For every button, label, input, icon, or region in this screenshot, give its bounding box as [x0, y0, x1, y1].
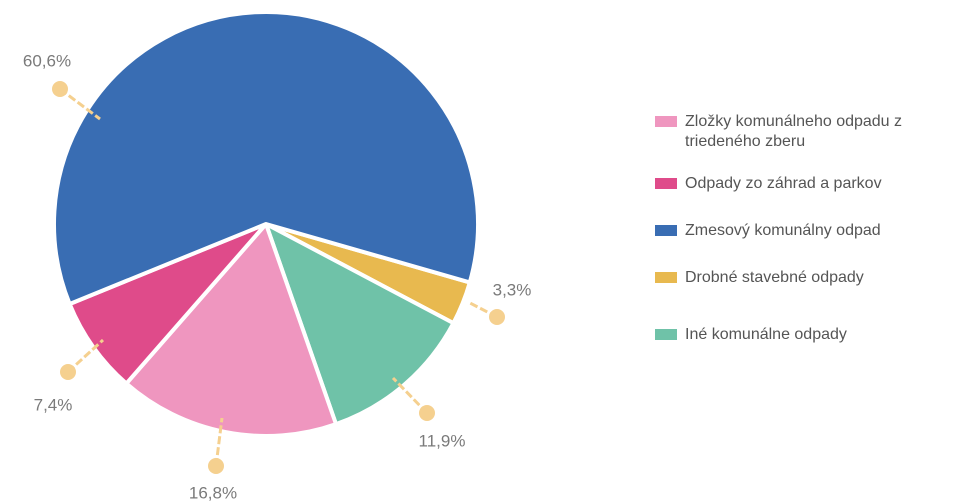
data-label: 7,4%: [34, 395, 73, 414]
legend-label: Odpady zo záhrad a parkov: [685, 175, 882, 192]
pie-slice: [264, 222, 456, 427]
leader-line: [59, 87, 101, 121]
label-dot: [60, 364, 76, 380]
label-dot: [419, 405, 435, 421]
label-dot: [489, 309, 505, 325]
label-dot: [208, 458, 224, 474]
pie-slice: [124, 222, 338, 438]
data-label: 16,8%: [189, 483, 237, 502]
pie-slice: [52, 10, 480, 306]
legend-swatch: [655, 225, 677, 236]
legend-swatch: [655, 272, 677, 283]
data-label: 3,3%: [493, 280, 532, 299]
legend-item: Odpady zo záhrad a parkov: [655, 174, 965, 194]
legend-item: Drobné stavebné odpady: [655, 268, 965, 288]
legend-swatch: [655, 116, 677, 127]
legend-item: Zmesový komunálny odpad: [655, 221, 965, 241]
legend-label: Zložky komunálneho odpadu z triedeného z…: [685, 113, 903, 150]
legend-label: Iné komunálne odpady: [685, 326, 847, 343]
leader-line: [391, 376, 429, 415]
data-label: 11,9%: [419, 431, 466, 450]
legend-item: Zložky komunálneho odpadu z triedeného z…: [655, 112, 965, 152]
leader-line: [214, 417, 224, 467]
legend-label: Zmesový komunálny odpad: [685, 222, 881, 239]
legend-label: Drobné stavebné odpady: [685, 269, 864, 286]
legend-swatch: [655, 178, 677, 189]
legend-swatch: [655, 329, 677, 340]
legend-item: Iné komunálne odpady: [655, 325, 965, 345]
data-label: 60,6%: [23, 51, 71, 70]
label-dot: [52, 81, 68, 97]
